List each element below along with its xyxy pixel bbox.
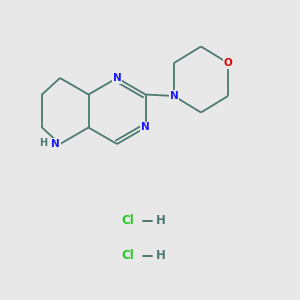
Text: H: H xyxy=(39,137,48,148)
Text: Cl: Cl xyxy=(121,249,134,262)
Text: N: N xyxy=(112,73,122,83)
Text: Cl: Cl xyxy=(121,214,134,227)
Text: H: H xyxy=(156,214,165,227)
Text: O: O xyxy=(224,58,232,68)
Text: N: N xyxy=(141,122,150,133)
Text: N: N xyxy=(169,91,178,101)
Text: H: H xyxy=(156,249,165,262)
Text: N: N xyxy=(51,139,60,149)
